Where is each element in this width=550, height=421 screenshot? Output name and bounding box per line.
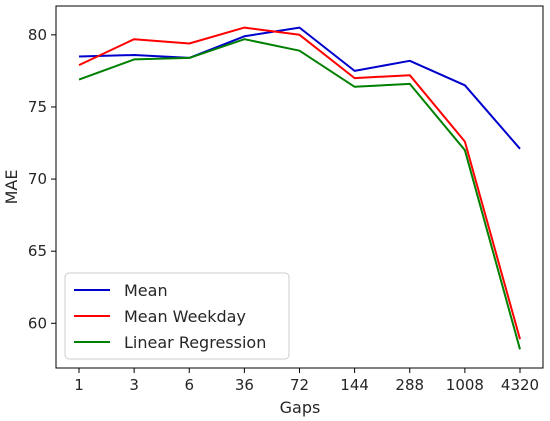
y-tick-label: 80 — [28, 26, 47, 44]
x-tick-label: 36 — [235, 376, 254, 394]
series-line-mean-weekday — [78, 26, 521, 340]
x-tick-label: 6 — [184, 376, 194, 394]
y-axis-label: MAE — [2, 170, 21, 205]
y-tick-label: 60 — [28, 314, 47, 332]
y-tick-label: 70 — [28, 170, 47, 188]
y-tick-label: 75 — [28, 98, 47, 116]
x-tick-label: 3 — [129, 376, 139, 394]
series-line-mean — [78, 26, 521, 150]
x-tick-label: 1 — [74, 376, 84, 394]
legend-label-mean-weekday: Mean Weekday — [124, 307, 246, 326]
x-tick-label: 288 — [395, 376, 424, 394]
y-axis-ticks: 60 65 70 75 80 — [28, 26, 56, 332]
legend: Mean Mean Weekday Linear Regression — [64, 272, 290, 360]
legend-label-mean: Mean — [124, 281, 168, 300]
plot-frame — [55, 5, 544, 369]
y-tick-label: 65 — [28, 242, 47, 260]
x-tick-label: 1008 — [446, 376, 484, 394]
x-axis-ticks: 1 3 6 36 72 144 288 1008 4320 — [74, 368, 539, 394]
x-tick-label: 72 — [290, 376, 309, 394]
legend-label-linear-regression: Linear Regression — [124, 333, 266, 352]
x-axis-label: Gaps — [280, 398, 321, 417]
series-lines — [78, 26, 521, 350]
series-line-linear-regression — [78, 38, 521, 350]
x-tick-label: 144 — [340, 376, 369, 394]
legend-box — [64, 272, 290, 360]
x-tick-label: 4320 — [501, 376, 539, 394]
